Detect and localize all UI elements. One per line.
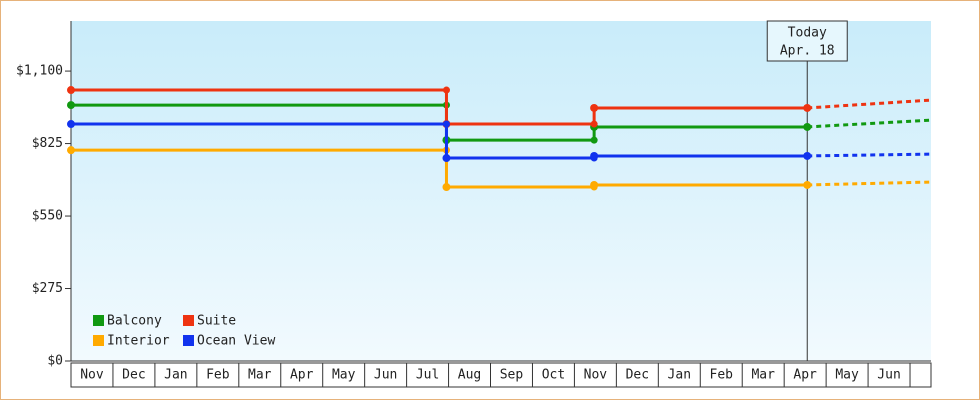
y-tick-label: $1,100 — [16, 64, 63, 79]
price-point — [590, 103, 599, 112]
step-corner — [442, 120, 450, 128]
price-point — [590, 151, 599, 160]
today-label: Apr. 18 — [780, 44, 835, 59]
price-point — [67, 146, 75, 155]
x-tick-label: Dec — [626, 368, 649, 383]
x-tick-label: Feb — [206, 368, 230, 383]
price-point — [67, 101, 75, 110]
price-point — [590, 180, 599, 189]
legend-label: Interior — [107, 334, 170, 349]
price-point — [67, 86, 75, 95]
x-tick-label: Feb — [710, 368, 734, 383]
legend-swatch — [183, 315, 194, 326]
legend-label: Balcony — [107, 314, 162, 329]
x-tick-label: May — [332, 368, 356, 383]
x-tick-label: Oct — [542, 368, 565, 383]
price-point — [442, 183, 451, 192]
x-tick-label: Aug — [458, 368, 481, 383]
forecast-line — [807, 118, 932, 129]
plot-area — [71, 21, 931, 361]
y-tick-label: $550 — [32, 209, 63, 224]
forecast-line — [807, 98, 932, 110]
y-tick-label: $0 — [47, 354, 63, 369]
legend-swatch — [183, 335, 194, 346]
x-tick-label: May — [835, 368, 859, 383]
today-box — [766, 20, 848, 62]
step-corner — [590, 120, 598, 128]
price-point — [67, 120, 75, 129]
y-tick-label: $275 — [32, 281, 63, 296]
series — [67, 86, 932, 129]
step-corner — [590, 136, 598, 144]
today-label: Today — [788, 26, 827, 41]
legend-swatch — [93, 315, 104, 326]
legend-swatch — [93, 335, 104, 346]
series — [67, 120, 932, 163]
legend-label: Suite — [197, 314, 236, 329]
x-tick-label: Jun — [877, 368, 900, 383]
y-tick-label: $825 — [32, 136, 63, 151]
x-tick-label: Sep — [500, 368, 524, 383]
x-tick-label: Mar — [751, 368, 775, 383]
x-tick-label: Jun — [374, 368, 397, 383]
x-tick-label: Apr — [290, 368, 314, 383]
x-tick-label: Nov — [584, 368, 608, 383]
forecast-line — [807, 180, 932, 187]
price-point — [442, 154, 451, 163]
x-tick-label: Nov — [80, 368, 104, 383]
x-tick-label: Mar — [248, 368, 272, 383]
x-tick-label: Jul — [416, 368, 439, 383]
step-corner — [442, 86, 450, 94]
x-tick-label: Jan — [164, 368, 187, 383]
forecast-line — [807, 152, 932, 158]
x-tick-label: Apr — [793, 368, 817, 383]
x-tick-label: Dec — [122, 368, 145, 383]
legend-label: Ocean View — [197, 334, 275, 349]
x-tick-label: Jan — [668, 368, 691, 383]
